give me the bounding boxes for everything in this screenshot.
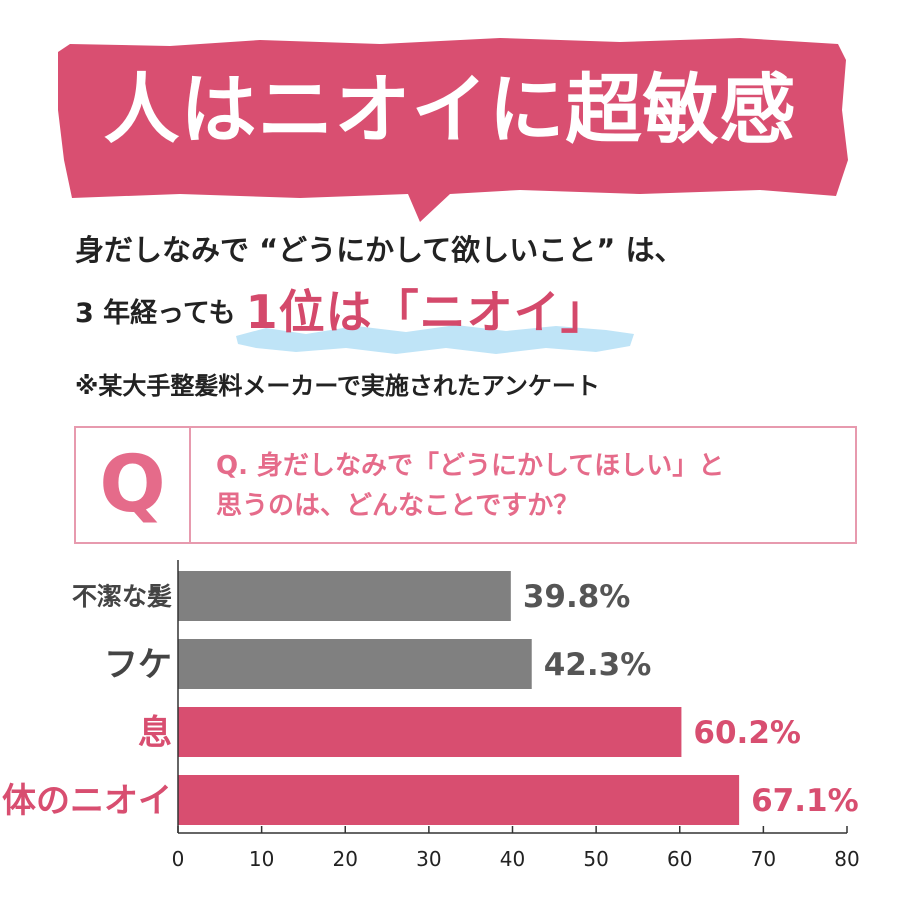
x-tick-label-3: 30 (416, 847, 441, 871)
value-label-1: 42.3% (544, 647, 652, 683)
bar-0 (178, 571, 511, 621)
value-label-0: 39.8% (523, 579, 631, 615)
headline-banner-shape (58, 38, 848, 222)
x-tick-label-8: 80 (834, 847, 859, 871)
question-line-1: Q. 身だしなみで「どうにかしてほしい」と (216, 451, 725, 481)
headline-banner (58, 38, 848, 222)
lead-highlight: 1位は「ニオイ」 (245, 285, 608, 339)
lead-line-2-prefix: 3 年経っても (75, 298, 236, 329)
question-box: Q Q. 身だしなみで「どうにかしてほしい」と 思うのは、どんなことですか？ (74, 426, 857, 544)
question-divider (189, 428, 191, 542)
x-tick-label-1: 10 (249, 847, 274, 871)
brush-highlight-stroke (235, 325, 634, 354)
bar-3 (178, 775, 740, 825)
category-label-1: フケ (104, 645, 172, 685)
question-mark-icon: Q (99, 440, 166, 530)
category-label-0: 不潔な髪 (72, 582, 172, 611)
x-tick-label-0: 0 (172, 847, 185, 871)
value-label-2: 60.2% (693, 715, 801, 751)
x-tick-label-4: 40 (500, 847, 525, 871)
lead-line-1: 身だしなみで “どうにかして欲しいこと” は、 (75, 233, 684, 267)
survey-note: ※某大手整髪料メーカーで実施されたアンケート (75, 372, 600, 400)
x-tick-label-6: 60 (667, 847, 692, 871)
x-tick-label-2: 20 (333, 847, 358, 871)
x-tick-label-5: 50 (583, 847, 608, 871)
value-label-3: 67.1% (751, 783, 859, 819)
headline-text: 人はニオイに超敏感 (103, 65, 797, 154)
category-label-3: 体のニオイ (2, 781, 172, 821)
lead-line-2: 3 年経っても 1位は「ニオイ」 (75, 289, 634, 354)
question-line-2: 思うのは、どんなことですか？ (216, 491, 580, 521)
x-tick-label-7: 70 (751, 847, 776, 871)
bar-2 (178, 707, 682, 757)
bar-1 (178, 639, 532, 689)
highlight-wrap: 1位は「ニオイ」 (235, 289, 634, 354)
question-text: Q. 身だしなみで「どうにかしてほしい」と 思うのは、どんなことですか？ (216, 446, 724, 526)
category-label-2: 息 (138, 713, 172, 753)
